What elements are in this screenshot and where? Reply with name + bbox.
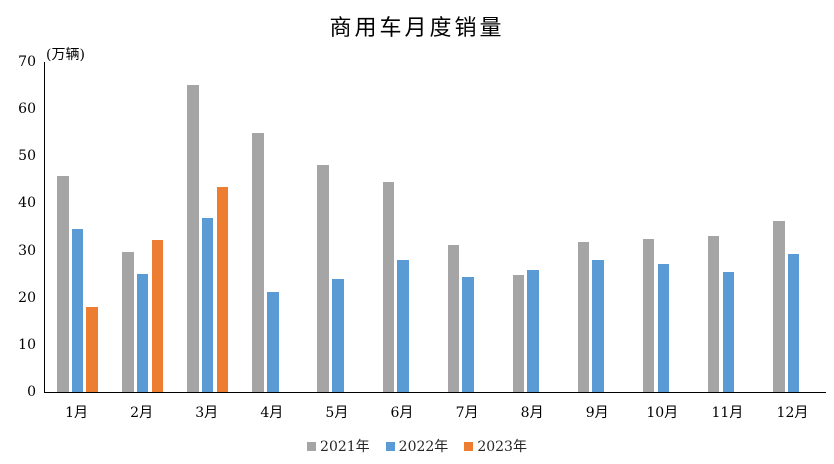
plot-area bbox=[44, 62, 826, 393]
bar-2021年-6月 bbox=[382, 181, 394, 392]
bar-2022年-3月 bbox=[201, 217, 214, 392]
x-axis-label-1月: 1月 bbox=[65, 405, 88, 421]
chart-title: 商用车月度销量 bbox=[329, 16, 505, 41]
legend-swatch-icon bbox=[385, 441, 395, 451]
bar-2023年-2月 bbox=[151, 239, 164, 392]
bar-2022年-1月 bbox=[71, 229, 84, 392]
y-axis-tick-label: 10 bbox=[18, 336, 36, 353]
legend-label: 2021年 bbox=[320, 439, 370, 455]
x-axis-label-9月: 9月 bbox=[585, 405, 609, 421]
y-axis-unit-label: (万辆) bbox=[46, 47, 85, 63]
legend-label: 2023年 bbox=[477, 439, 527, 455]
x-axis-label-12月: 12月 bbox=[776, 405, 809, 421]
bar-2021年-12月 bbox=[773, 220, 785, 392]
bar-2021年-5月 bbox=[317, 165, 329, 392]
bar-2021年-7月 bbox=[447, 244, 460, 392]
legend: 2021年 2022年 2023年 bbox=[0, 436, 834, 456]
bar-2022年-6月 bbox=[397, 259, 409, 392]
x-axis-label-4月: 4月 bbox=[260, 405, 284, 421]
legend-swatch-icon bbox=[307, 441, 317, 451]
bar-2022年-11月 bbox=[722, 272, 735, 392]
bar-2022年-12月 bbox=[787, 254, 800, 392]
y-axis-tick-label: 20 bbox=[18, 289, 36, 306]
y-axis-tick-label: 70 bbox=[18, 54, 36, 70]
legend-item-2023年: 2023年 bbox=[464, 436, 527, 456]
legend-label: 2022年 bbox=[398, 439, 449, 455]
bar-2022年-2月 bbox=[136, 273, 149, 392]
bar-2021年-2月 bbox=[122, 252, 134, 392]
x-axis-label-3月: 3月 bbox=[195, 405, 219, 421]
x-axis-label-6月: 6月 bbox=[390, 405, 414, 421]
bar-2022年-4月 bbox=[267, 292, 279, 392]
x-axis-label-5月: 5月 bbox=[325, 405, 349, 421]
bar-2021年-1月 bbox=[57, 175, 69, 392]
bar-2021年-10月 bbox=[642, 238, 655, 392]
bar-2022年-10月 bbox=[657, 263, 670, 392]
legend-item-2021年: 2021年 bbox=[307, 436, 370, 456]
bar-2021年-4月 bbox=[252, 132, 264, 392]
bar-2022年-8月 bbox=[527, 270, 539, 392]
bar-2021年-8月 bbox=[512, 275, 525, 392]
bar-2022年-7月 bbox=[462, 276, 474, 392]
x-axis-label-11月: 11月 bbox=[711, 405, 744, 421]
bar-2023年-3月 bbox=[216, 186, 229, 392]
x-axis-label-7月: 7月 bbox=[455, 405, 479, 421]
bar-2022年-5月 bbox=[332, 279, 344, 392]
y-axis-tick-label: 50 bbox=[18, 148, 36, 165]
x-axis-label-10月: 10月 bbox=[646, 405, 679, 421]
y-axis-tick-label: 60 bbox=[18, 101, 36, 118]
bar-2021年-11月 bbox=[707, 236, 720, 392]
bar-2022年-9月 bbox=[592, 260, 604, 392]
bar-2023年-1月 bbox=[86, 307, 98, 392]
bar-2021年-3月 bbox=[187, 84, 199, 392]
y-axis-tick-label: 30 bbox=[18, 242, 36, 259]
y-axis-tick-label: 0 bbox=[27, 384, 36, 400]
x-axis-label-2月: 2月 bbox=[130, 405, 154, 421]
legend-swatch-icon bbox=[464, 441, 474, 451]
y-axis-tick-label: 40 bbox=[18, 195, 36, 212]
x-axis-label-8月: 8月 bbox=[520, 405, 544, 421]
legend-item-2022年: 2022年 bbox=[385, 436, 449, 456]
bar-2021年-9月 bbox=[577, 242, 590, 392]
